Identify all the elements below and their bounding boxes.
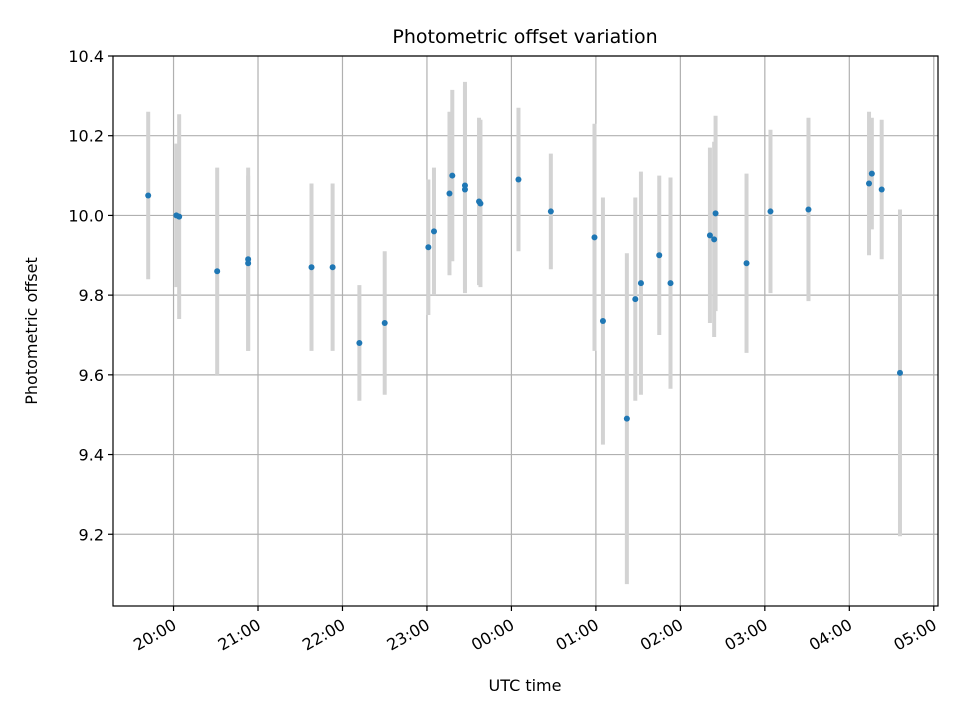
y-axis-label: Photometric offset — [22, 257, 41, 405]
y-tick-label: 10.4 — [68, 47, 104, 66]
data-point — [477, 200, 484, 207]
data-point — [805, 206, 812, 213]
data-point — [706, 232, 713, 239]
data-point — [591, 234, 598, 241]
data-point — [449, 172, 456, 179]
y-tick-label: 9.2 — [79, 525, 104, 544]
data-points — [145, 170, 903, 422]
data-point — [743, 260, 750, 267]
x-axis-label: UTC time — [489, 676, 562, 695]
data-point — [767, 208, 774, 215]
data-point — [599, 318, 606, 325]
data-point — [637, 280, 644, 287]
data-point — [446, 190, 453, 197]
data-point — [214, 268, 221, 275]
data-point — [667, 280, 674, 287]
data-point — [430, 228, 437, 235]
data-point — [623, 415, 630, 422]
y-axis-ticks: 9.2 9.4 9.6 9.8 10.0 10.2 10.4 — [68, 47, 113, 544]
chart-title: Photometric offset variation — [392, 26, 657, 48]
data-point — [176, 213, 183, 220]
data-point — [308, 264, 315, 271]
plot-frame — [112, 55, 939, 607]
y-tick-label: 10.2 — [68, 127, 104, 146]
data-point — [425, 244, 432, 251]
y-tick-label: 9.8 — [79, 286, 104, 305]
data-point — [461, 186, 468, 193]
data-point — [329, 264, 336, 271]
data-point — [878, 186, 885, 193]
data-point — [145, 192, 152, 199]
y-tick-label: 9.6 — [79, 366, 104, 385]
data-point — [515, 176, 522, 183]
y-tick-label: 10.0 — [68, 206, 104, 225]
data-point — [356, 339, 363, 346]
data-point — [868, 170, 875, 177]
data-point — [547, 208, 554, 215]
data-point — [245, 260, 252, 267]
data-point — [632, 296, 639, 303]
data-point — [711, 236, 718, 243]
y-tick-label: 9.4 — [79, 446, 104, 465]
data-point — [656, 252, 663, 259]
data-point — [866, 180, 873, 187]
data-point — [712, 210, 719, 217]
data-point — [381, 320, 388, 327]
data-point — [896, 369, 903, 376]
